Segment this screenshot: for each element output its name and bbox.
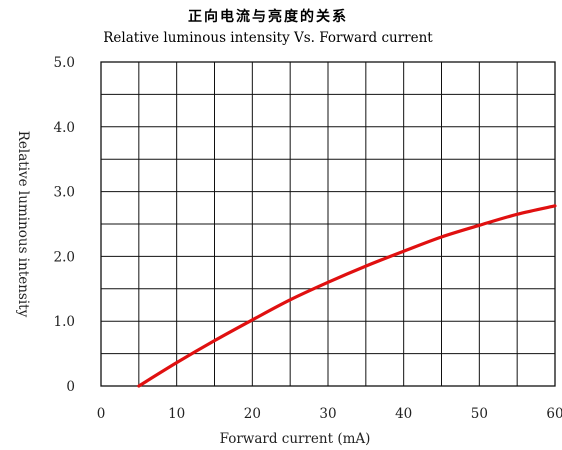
x-axis-label: Forward current (mA) xyxy=(220,431,371,447)
chart-subtitle: Relative luminous intensity Vs. Forward … xyxy=(103,30,433,46)
y-tick-label: 2.0 xyxy=(54,249,75,265)
series-line xyxy=(137,204,557,388)
x-tick-label: 50 xyxy=(471,406,488,422)
chart-title: 正向电流与亮度的关系 xyxy=(188,8,348,25)
y-axis-label: Relative luminous intensity xyxy=(15,131,31,318)
plot-frame xyxy=(100,61,556,387)
tick-labels: 0 10 20 30 40 50 60 0 1.0 2.0 3.0 4.0 5.0 xyxy=(54,55,562,422)
y-tick-label: 5.0 xyxy=(54,55,75,71)
x-tick-label: 30 xyxy=(319,406,336,422)
y-tick-label: 3.0 xyxy=(54,185,75,201)
x-tick-label: 40 xyxy=(395,406,412,422)
y-tick-label: 0 xyxy=(66,379,75,395)
x-tick-label: 60 xyxy=(546,406,562,422)
x-tick-label: 20 xyxy=(244,406,261,422)
x-tick-label: 0 xyxy=(97,406,106,422)
x-tick-label: 10 xyxy=(168,406,185,422)
y-tick-label: 1.0 xyxy=(54,314,75,330)
y-tick-label: 4.0 xyxy=(54,120,75,136)
